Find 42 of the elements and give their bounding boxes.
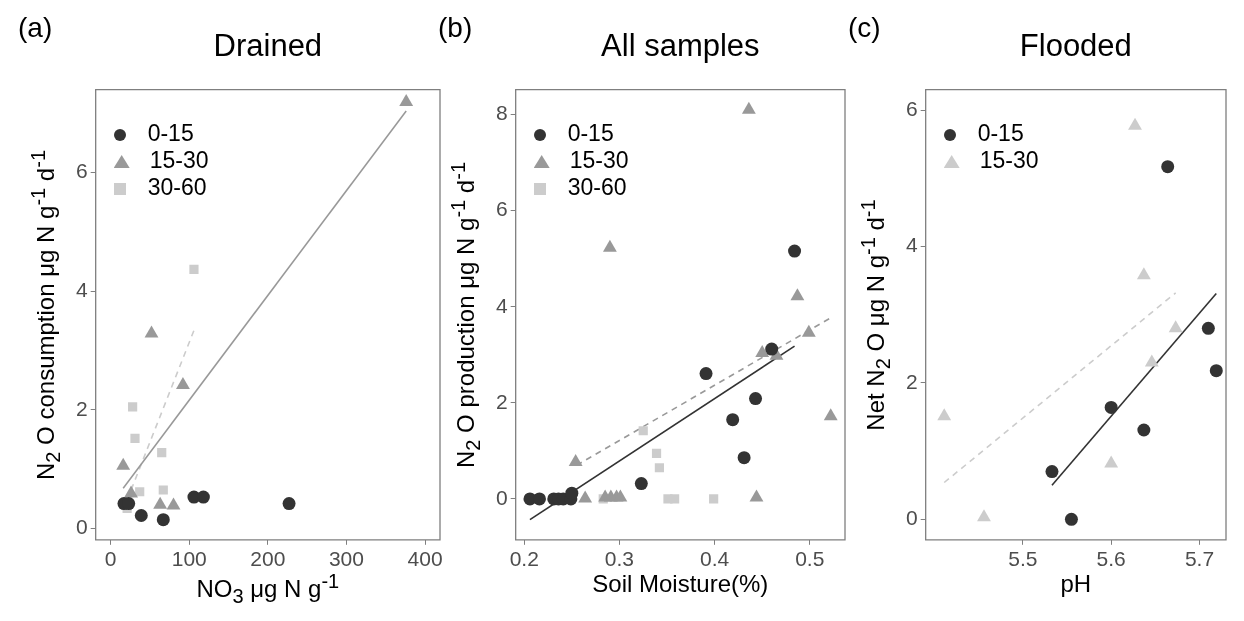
x-tick-label: 5.5 [1008,547,1038,571]
text: (a) [18,12,53,44]
chart-title: Flooded [1018,28,1133,64]
x-axis-title: Soil Moisture(%) [592,570,769,598]
y-tick-label: 6 [75,159,88,183]
x-tick-label: 0.3 [604,547,635,571]
y-tick-label: 0 [495,485,508,509]
y-tick-label: 6 [905,96,918,120]
y-tick-label: 6 [495,197,508,221]
x-axis-title: pH [1060,570,1092,598]
y-tick-label: 8 [495,101,508,125]
legend-label: 30-60 [147,173,207,200]
x-tick-label: 0 [104,547,117,571]
y-tick-label: 2 [905,369,918,393]
legend-label: 15-30 [979,146,1039,173]
x-tick-label: 0.4 [700,547,730,571]
y-tick-label: 2 [495,389,508,413]
y-tick-label: 2 [75,396,88,420]
chart-title: All samples [600,28,761,64]
y-tick-label: 0 [905,506,918,530]
legend-label: 0-15 [147,119,194,146]
x-axis-title: NO$_{3}$ μg N g$^{-1}$ [196,570,340,608]
x-tick-label: 5.7 [1184,547,1215,571]
x-tick-label: 0.5 [795,547,825,571]
text: (b) [438,12,473,44]
chart-title: Drained [212,28,324,64]
legend-label: 15-30 [569,146,629,173]
x-tick-label: 200 [250,547,286,571]
x-tick-label: 100 [171,547,207,571]
x-tick-label: 400 [407,547,443,571]
text: (c) [848,12,881,44]
x-tick-label: 300 [328,547,364,571]
legend-label: 15-30 [149,146,209,173]
x-tick-label: 0.2 [509,547,539,571]
legend-label: 0-15 [977,119,1024,146]
legend-label: 0-15 [567,119,614,146]
legend-label: 30-60 [567,173,627,200]
y-tick-label: 4 [495,293,508,317]
y-tick-label: 4 [75,278,88,302]
y-tick-label: 4 [905,233,918,257]
y-tick-label: 0 [75,515,88,539]
x-tick-label: 5.6 [1096,547,1126,571]
